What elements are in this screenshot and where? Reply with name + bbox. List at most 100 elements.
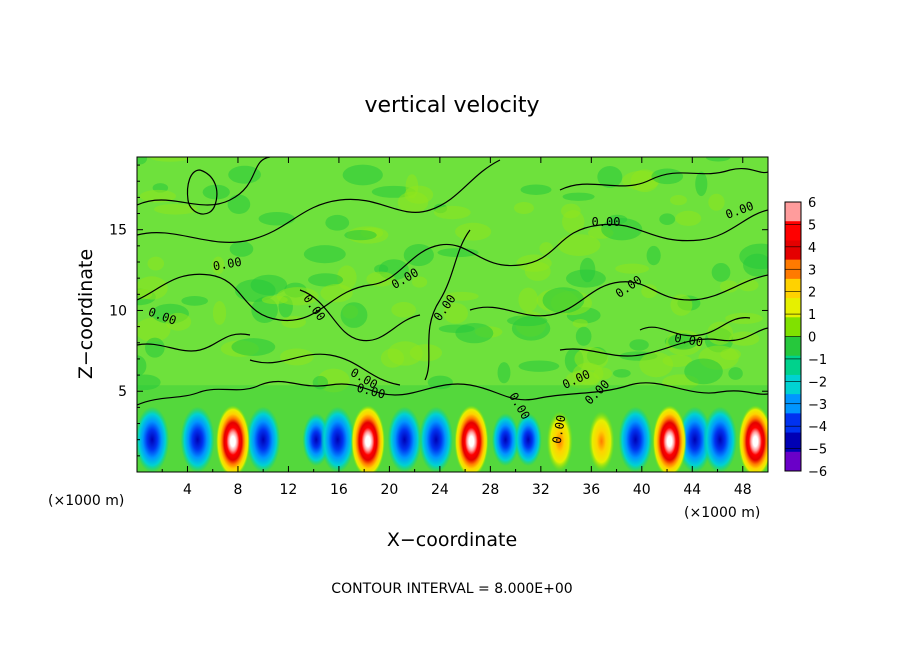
field-patch — [154, 203, 198, 215]
field-patch — [181, 295, 209, 306]
x-axis-label: X−coordinate — [387, 529, 517, 551]
downdraft-cell — [677, 406, 712, 472]
field-patch — [708, 193, 725, 211]
contour-line — [249, 353, 401, 386]
downdraft-cell — [320, 406, 355, 472]
field-patch — [662, 354, 692, 367]
colorbar-swatch — [785, 374, 801, 395]
field-patch — [342, 164, 383, 186]
field-patch — [719, 280, 739, 293]
field-patch — [387, 341, 423, 366]
field-patch — [405, 174, 419, 199]
colorbar-label: 1 — [808, 308, 816, 323]
field-patch — [303, 245, 346, 264]
contour-label: 0.00 — [212, 255, 243, 274]
field-patch — [720, 348, 742, 361]
x-unit-right: (×1000 m) — [684, 505, 760, 521]
x-tick-label: 36 — [582, 482, 600, 498]
field-patch — [575, 326, 592, 346]
updraft-cell — [215, 405, 250, 472]
field-patch — [597, 166, 623, 188]
contour-line — [137, 244, 441, 322]
contour-line — [137, 333, 251, 352]
field-patch — [279, 348, 314, 366]
field-patch — [601, 218, 643, 241]
field-patch — [497, 362, 511, 384]
field-patch — [659, 213, 676, 226]
colorbar-label: −2 — [808, 375, 827, 390]
field-patch — [411, 276, 428, 288]
field-patch — [670, 195, 687, 206]
field-patch — [641, 284, 658, 299]
x-tick-label: 12 — [280, 482, 298, 498]
field-patch — [738, 279, 759, 292]
field-patch — [615, 263, 650, 274]
field-patch — [227, 194, 251, 215]
y-axis: 5 10 15 — [109, 164, 768, 457]
x-tick-label: 48 — [734, 482, 752, 498]
downdraft-cell — [180, 406, 215, 472]
colorbar-swatch — [785, 355, 801, 376]
colorbar-swatch — [785, 432, 801, 453]
contour-line — [424, 229, 471, 381]
field-patch — [137, 317, 171, 342]
field-patch — [337, 265, 357, 290]
field-patch — [513, 201, 534, 215]
field-patch — [524, 261, 551, 281]
field-patch — [728, 367, 743, 380]
colorbar-label: −4 — [808, 420, 827, 435]
field-patch — [443, 302, 468, 324]
field-patch — [455, 222, 492, 241]
contour-line — [186, 169, 218, 215]
field-patch — [518, 360, 560, 372]
field-patch — [366, 271, 395, 287]
contour-line — [439, 209, 768, 267]
y-axis-label: Z−coordinate — [75, 249, 97, 379]
contour-line — [137, 157, 271, 206]
colorbar-label: −1 — [808, 353, 827, 368]
contour-line — [559, 327, 768, 357]
contour-lines — [137, 157, 768, 406]
contour-label: 0.00 — [592, 215, 621, 229]
contour-interval-note: CONTOUR INTERVAL = 8.000E+00 — [331, 581, 572, 597]
field-patch — [261, 295, 288, 305]
colorbar-label: 6 — [808, 196, 816, 211]
field-patch — [707, 321, 734, 346]
velocity-field — [137, 157, 768, 472]
colorbar-swatch — [785, 317, 801, 337]
colorbar-label: 0 — [808, 331, 816, 346]
colorbar-swatch — [785, 240, 801, 261]
x-tick-label: 16 — [330, 482, 348, 498]
colorbar-label: −6 — [808, 465, 827, 480]
field-patch — [670, 294, 693, 316]
y-tick-label: 10 — [109, 303, 127, 319]
x-tick-label: 32 — [532, 482, 550, 498]
contour-label: 0.00 — [673, 331, 704, 350]
field-patch — [444, 291, 479, 301]
field-patch — [684, 358, 723, 385]
field-patch — [258, 211, 295, 226]
contour-line — [639, 317, 751, 337]
colorbar-label: 5 — [808, 218, 816, 233]
x-tick-label: 28 — [481, 482, 499, 498]
x-tick-label: 20 — [380, 482, 398, 498]
colorbar-swatch — [785, 298, 801, 318]
field-patch — [562, 209, 585, 234]
downdraft-cell — [137, 406, 170, 472]
x-tick-label: 24 — [431, 482, 449, 498]
downdraft-cell — [514, 413, 542, 467]
field-patch — [165, 312, 192, 331]
downdraft-cell — [703, 406, 738, 472]
field-patch — [562, 192, 595, 201]
x-tick-label: 8 — [233, 482, 242, 498]
field-patch — [695, 171, 708, 197]
field-patch — [646, 245, 661, 266]
updraft-cell — [738, 405, 768, 472]
field-patch — [506, 315, 548, 327]
updraft-cell — [588, 411, 615, 472]
field-patch — [518, 287, 539, 312]
colorbar-swatch — [785, 451, 801, 472]
contour-line — [559, 168, 768, 191]
colorbar-swatch — [785, 336, 801, 357]
field-patch — [705, 157, 731, 162]
